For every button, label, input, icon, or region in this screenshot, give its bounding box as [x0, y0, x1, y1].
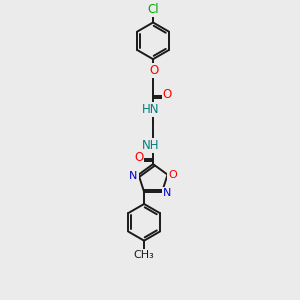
Text: CH₃: CH₃	[134, 250, 154, 260]
Text: O: O	[168, 170, 177, 180]
Text: HN: HN	[142, 103, 160, 116]
Text: Cl: Cl	[147, 3, 159, 16]
Text: NH: NH	[142, 139, 160, 152]
Text: O: O	[163, 88, 172, 101]
Text: N: N	[163, 188, 171, 198]
Text: N: N	[129, 171, 138, 181]
Text: O: O	[149, 64, 159, 77]
Text: O: O	[134, 152, 143, 164]
